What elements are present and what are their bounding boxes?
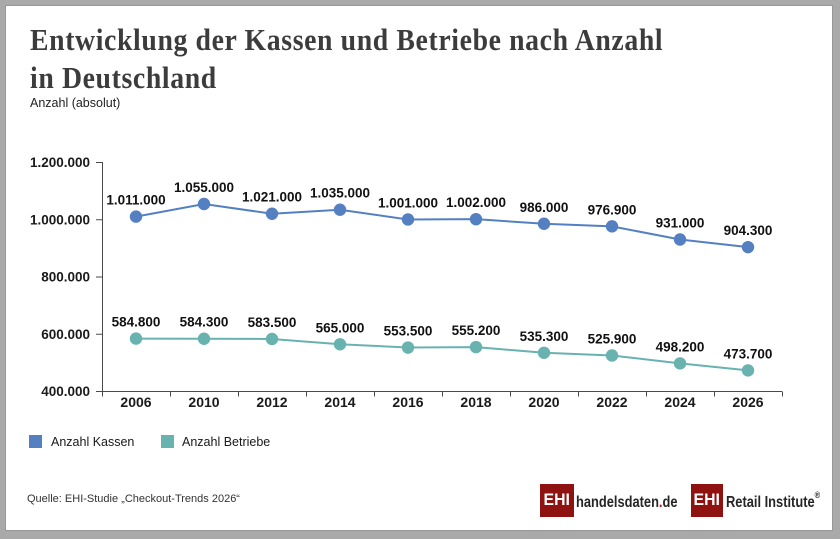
svg-text:1.002.000: 1.002.000 bbox=[446, 195, 506, 210]
svg-text:800.000: 800.000 bbox=[41, 270, 90, 285]
svg-text:1.055.000: 1.055.000 bbox=[174, 180, 234, 195]
svg-text:584.800: 584.800 bbox=[112, 315, 161, 330]
svg-text:498.200: 498.200 bbox=[656, 339, 705, 354]
svg-text:904.300: 904.300 bbox=[724, 223, 773, 238]
svg-text:553.500: 553.500 bbox=[384, 324, 433, 339]
svg-text:986.000: 986.000 bbox=[520, 200, 569, 215]
svg-text:1.200.000: 1.200.000 bbox=[30, 155, 90, 170]
svg-text:2006: 2006 bbox=[120, 394, 151, 410]
svg-text:2024: 2024 bbox=[664, 394, 695, 410]
svg-text:2012: 2012 bbox=[256, 394, 287, 410]
svg-text:1.021.000: 1.021.000 bbox=[242, 190, 302, 205]
svg-text:1.035.000: 1.035.000 bbox=[310, 186, 370, 201]
svg-text:2016: 2016 bbox=[392, 394, 423, 410]
svg-text:2018: 2018 bbox=[460, 394, 491, 410]
svg-text:1.001.000: 1.001.000 bbox=[378, 195, 438, 210]
svg-text:473.700: 473.700 bbox=[724, 346, 773, 361]
svg-text:1.011.000: 1.011.000 bbox=[106, 193, 165, 208]
svg-text:1.000.000: 1.000.000 bbox=[30, 212, 90, 227]
svg-text:600.000: 600.000 bbox=[41, 327, 90, 342]
svg-text:583.500: 583.500 bbox=[248, 315, 297, 330]
svg-text:555.200: 555.200 bbox=[452, 323, 501, 338]
svg-text:2022: 2022 bbox=[596, 394, 627, 410]
svg-text:2014: 2014 bbox=[324, 394, 355, 410]
svg-text:976.900: 976.900 bbox=[588, 202, 637, 217]
svg-text:931.000: 931.000 bbox=[656, 216, 705, 231]
svg-text:565.000: 565.000 bbox=[316, 320, 365, 335]
svg-text:2010: 2010 bbox=[188, 394, 219, 410]
svg-text:535.300: 535.300 bbox=[520, 329, 569, 344]
svg-text:525.900: 525.900 bbox=[588, 331, 637, 346]
svg-text:584.300: 584.300 bbox=[180, 315, 229, 330]
svg-text:400.000: 400.000 bbox=[41, 384, 90, 399]
svg-text:2020: 2020 bbox=[528, 394, 559, 410]
svg-text:2026: 2026 bbox=[732, 394, 763, 410]
